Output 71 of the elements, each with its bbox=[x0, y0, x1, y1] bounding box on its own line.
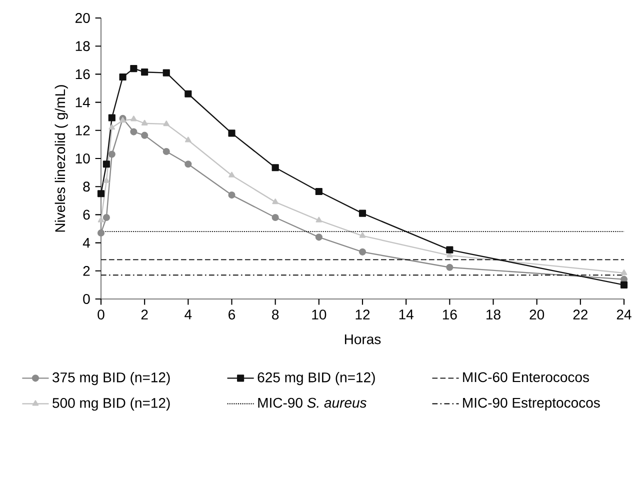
point bbox=[184, 160, 192, 168]
x-tick-label: 20 bbox=[530, 310, 544, 320]
y-tick-label: 18 bbox=[76, 41, 90, 52]
point bbox=[120, 117, 126, 123]
point bbox=[97, 190, 105, 198]
point bbox=[358, 210, 366, 217]
x-tick-label: 22 bbox=[573, 310, 588, 320]
point bbox=[162, 148, 170, 156]
y-tick-label: 6 bbox=[83, 210, 90, 220]
y-tick-label: 2 bbox=[83, 266, 90, 276]
point bbox=[315, 234, 322, 241]
point bbox=[141, 132, 148, 139]
y-tick-label: 4 bbox=[82, 238, 90, 248]
x-tick-label: 18 bbox=[486, 310, 500, 320]
legend-label: 625 mg BID (n=12) bbox=[258, 372, 375, 386]
point bbox=[446, 246, 454, 254]
point bbox=[130, 116, 137, 122]
y-axis-title: Niveles linezolid ( g/mL) bbox=[54, 85, 68, 232]
y-tick-label: 8 bbox=[83, 182, 90, 192]
point bbox=[103, 177, 110, 184]
point bbox=[228, 172, 235, 178]
point bbox=[184, 90, 192, 98]
point bbox=[130, 65, 138, 72]
point bbox=[272, 198, 278, 204]
y-tick-label: 0 bbox=[83, 294, 90, 304]
point bbox=[228, 192, 236, 199]
point bbox=[141, 68, 148, 76]
point bbox=[108, 114, 116, 122]
y-tick-label: 10 bbox=[76, 154, 90, 164]
x-tick-label: 16 bbox=[442, 310, 457, 320]
legend-label: 375 mg BID (n=12) bbox=[52, 372, 170, 386]
x-tick-label: 2 bbox=[141, 310, 148, 320]
legend-label: MIC-90 Estreptococos bbox=[463, 398, 600, 410]
point bbox=[97, 229, 105, 236]
point bbox=[315, 188, 322, 196]
point bbox=[228, 130, 236, 137]
x-tick-label: 8 bbox=[272, 310, 279, 320]
y-tick-label: 14 bbox=[76, 98, 90, 108]
point bbox=[272, 214, 279, 222]
point bbox=[102, 214, 110, 222]
x-tick-label: 6 bbox=[228, 310, 236, 320]
point bbox=[102, 160, 110, 168]
x-tick-label: 12 bbox=[356, 310, 370, 320]
x-tick-label: 4 bbox=[184, 310, 192, 320]
legend-label: MIC-60 Enterococos bbox=[463, 372, 589, 382]
x-tick-label: 10 bbox=[312, 310, 326, 320]
point bbox=[358, 248, 366, 256]
y-tick-label: 16 bbox=[76, 69, 90, 80]
legend-label: 500 mg BID (n=12) bbox=[52, 398, 170, 411]
point bbox=[359, 232, 366, 238]
x-tick-label: 24 bbox=[616, 310, 632, 320]
point bbox=[620, 281, 628, 288]
point bbox=[141, 120, 148, 126]
point bbox=[108, 124, 116, 130]
point bbox=[108, 150, 116, 158]
x-axis-title: Horas bbox=[344, 334, 381, 344]
legend-label: MIC-90 S. aureus bbox=[258, 398, 367, 408]
point bbox=[162, 69, 170, 76]
point bbox=[163, 120, 170, 126]
point bbox=[185, 136, 192, 142]
point bbox=[446, 264, 454, 271]
point bbox=[119, 73, 126, 81]
x-tick-label: 0 bbox=[98, 310, 104, 320]
point bbox=[316, 216, 322, 222]
point bbox=[272, 164, 279, 172]
point bbox=[98, 216, 104, 222]
point bbox=[620, 269, 628, 276]
point bbox=[130, 128, 138, 136]
y-tick-label: 20 bbox=[76, 13, 90, 23]
y-tick-label: 12 bbox=[76, 126, 90, 136]
x-tick-label: 14 bbox=[399, 310, 414, 320]
